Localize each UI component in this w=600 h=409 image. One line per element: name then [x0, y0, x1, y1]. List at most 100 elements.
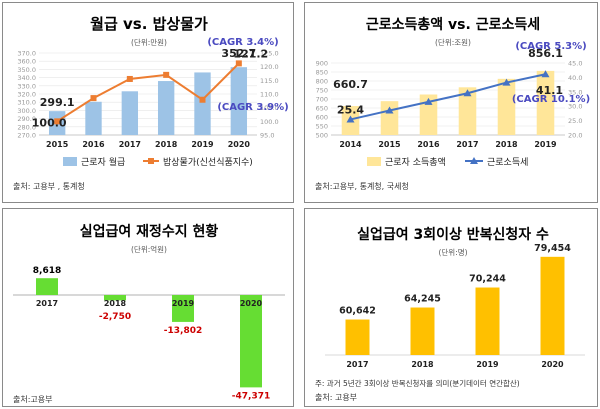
line-point	[502, 78, 511, 86]
data-label: 299.1	[40, 96, 75, 109]
line-point	[90, 95, 97, 102]
line-point	[424, 97, 433, 105]
data-label: 100.0	[32, 116, 67, 129]
bar	[230, 67, 248, 135]
y-left-tick-label: 370.0	[17, 50, 36, 58]
data-label: 660.7	[333, 78, 368, 91]
cagr-label-wage: (CAGR 3.4%)	[207, 37, 278, 48]
x-tick-label: 2020	[240, 299, 263, 308]
chart-note: 주: 과거 5년간 3회이상 반복신청자를 의미(분기데이터 연간합산)	[315, 378, 520, 388]
chart-income-vs-tax: 근로소득총액 vs. 근로소득세 (단위:조원) 500550600650700…	[315, 16, 590, 191]
y-right-tick-label: 95.0	[260, 132, 274, 140]
x-tick-label: 2020	[228, 140, 251, 149]
y-left-tick-label: 550	[316, 123, 328, 131]
bar	[240, 295, 262, 388]
y-left-tick-label: 310.0	[17, 99, 36, 107]
x-tick-label: 2016	[417, 140, 440, 149]
y-left-tick-label: 700	[316, 96, 328, 104]
data-label: 60,642	[339, 306, 376, 317]
bar	[172, 295, 194, 322]
bar	[36, 278, 58, 295]
x-tick-label: 2015	[378, 140, 401, 149]
bar	[410, 307, 435, 355]
y-left-tick-label: 850	[316, 69, 328, 77]
legend-marker-food-price	[148, 158, 154, 164]
data-label: 121.2	[233, 47, 268, 60]
line-point	[54, 118, 61, 125]
y-right-tick-label: 110.0	[260, 91, 279, 99]
y-left-tick-label: 600	[316, 114, 328, 122]
data-label: -47,371	[232, 391, 270, 401]
y-left-tick-label: 340.0	[17, 74, 36, 82]
chart-panel-income-vs-tax: 근로소득총액 vs. 근로소득세 (단위:조원) 500 550 600 650 700…	[304, 2, 598, 203]
data-label: 25.4	[337, 103, 364, 116]
x-tick-label: 2020	[541, 360, 564, 369]
y-left-tick-label: 320.0	[17, 91, 36, 99]
y-right-tick-label: 115.0	[260, 77, 279, 85]
chart-title: 실업급여 3회이상 반복신청자 수	[357, 226, 549, 243]
bar	[536, 70, 555, 135]
x-tick-label: 2017	[119, 140, 141, 149]
y-left-tick-label: 800	[316, 78, 328, 86]
data-label: 41.1	[536, 84, 563, 97]
bar	[475, 287, 500, 355]
x-tick-label: 2018	[104, 299, 127, 308]
y-left-tick-label: 360.0	[17, 58, 36, 66]
x-tick-label: 2017	[346, 360, 368, 369]
y-left-tick-label: 750	[316, 87, 328, 95]
y-right-tick-label: 40.0	[568, 74, 582, 82]
y-left-tick-label: 270.0	[17, 132, 36, 140]
x-tick-label: 2019	[476, 360, 499, 369]
cagr-label-income: (CAGR 5.3%)	[515, 41, 586, 52]
line-point	[385, 106, 394, 114]
chart-unit: (단위:만원)	[131, 37, 167, 47]
x-tick-label: 2015	[46, 140, 69, 149]
line-point	[463, 89, 472, 97]
x-tick-label: 2017	[456, 140, 478, 149]
chart-source: 출처:고용부	[13, 394, 53, 404]
data-label: -2,750	[99, 312, 131, 322]
chart-panel-unemployment-fund-balance: 실업급여 재정수지 현황 (단위:억원) 2017 8,618 2018 -2,750…	[2, 208, 294, 407]
line-point	[541, 70, 550, 78]
data-label: -13,802	[164, 326, 202, 336]
chart-panel-wage-vs-food-price: 월급 vs. 밥상물가 (단위:만원) 270.0 280.0 290.0 300.0…	[2, 2, 294, 203]
bar	[458, 87, 477, 135]
chart-title: 실업급여 재정수지 현황	[80, 223, 219, 240]
bar	[419, 94, 438, 135]
y-left-tick-label: 290.0	[17, 115, 36, 123]
data-label: 352.7	[221, 47, 256, 60]
line-point	[163, 71, 170, 78]
bar	[104, 295, 126, 301]
bar	[85, 101, 102, 135]
chart-title: 근로소득총액 vs. 근로소득세	[366, 16, 540, 33]
legend-label-tax: 근로소득세	[487, 157, 528, 168]
y-right-tick-label: 105.0	[260, 104, 279, 112]
data-label: 70,244	[469, 274, 506, 285]
x-tick-label: 2018	[411, 360, 434, 369]
x-tick-label: 2018	[495, 140, 518, 149]
bar	[497, 78, 516, 135]
chart-wage-vs-food-price: 월급 vs. 밥상물가 (단위:만원) 270.0280.0290.0300.0…	[13, 15, 289, 191]
bar	[194, 72, 211, 135]
y-right-tick-label: 35.0	[568, 88, 582, 96]
y-left-tick-label: 330.0	[17, 82, 36, 90]
y-right-tick-label: 20.0	[568, 132, 582, 140]
chart-panel-repeat-applicants: 실업급여 3회이상 반복신청자 수 (단위:명) 60,642 2017 64,24…	[304, 208, 598, 407]
data-label: 856.1	[528, 47, 563, 60]
line-point	[235, 60, 242, 67]
y-right-tick-label: 30.0	[568, 103, 582, 111]
chart-repeat-applicants: 실업급여 3회이상 반복신청자 수 (단위:명) 60,642 2017 64,24…	[315, 226, 585, 402]
series-line	[56, 62, 240, 123]
chart-unit: (단위:명)	[438, 247, 467, 257]
y-left-tick-label: 650	[316, 105, 328, 113]
y-left-tick-label: 500	[316, 132, 328, 140]
series-line	[350, 73, 546, 121]
cagr-label-food-price: (CAGR 3.9%)	[217, 102, 288, 113]
data-label: 8,618	[33, 266, 61, 276]
legend-swatch-wage	[63, 157, 77, 166]
y-left-tick-label: 900	[316, 60, 328, 68]
bar	[345, 319, 370, 355]
chart-unit: (단위:조원)	[435, 37, 471, 47]
y-left-tick-label: 350.0	[17, 66, 36, 74]
bar	[540, 256, 565, 355]
